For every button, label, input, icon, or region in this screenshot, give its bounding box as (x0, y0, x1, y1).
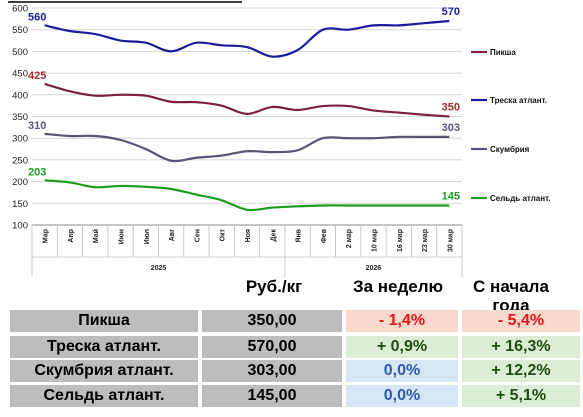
series-line (44, 179, 450, 212)
y-tick-label: 250 (12, 155, 28, 166)
x-tick-label: Дек (270, 229, 277, 242)
y-tick-label: 150 (12, 199, 28, 210)
x-tick-label: Авг (169, 229, 176, 241)
legend-label: Скумбрия (490, 145, 530, 154)
x-tick-label: Апр (68, 229, 75, 243)
series-end-label: 145 (442, 190, 460, 202)
ytd-change-cell: - 5,4% (462, 310, 580, 332)
series-end-label: 570 (442, 6, 460, 18)
header-price: Руб./кг (245, 277, 303, 296)
ytd-change-cell: + 16,3% (462, 336, 580, 358)
price-cell: 570,00 (202, 336, 342, 358)
week-change-cell: 0,0% (346, 360, 458, 382)
x-group-label: 2025 (151, 265, 167, 272)
series-start-label: 310 (28, 120, 46, 132)
price-line-chart: 100 150 200 250 300 350 400 450 500 550 600 Мар Апр… (8, 1, 551, 277)
x-axis: Мар Апр Май Июн Июл Авг Сен Окт Ноя Дек Янв Фев 2 ма… (31, 224, 463, 277)
legend-label: Треска атлант. (490, 96, 547, 105)
y-tick-label: 100 (12, 221, 28, 232)
y-tick-label: 200 (12, 177, 28, 188)
x-tick-label: 30 мар (447, 229, 454, 252)
x-tick-label: Июл (144, 229, 151, 244)
series-start-label: 560 (28, 11, 46, 23)
ytd-change-cell: + 5,1% (462, 385, 580, 407)
header-week: За неделю (352, 277, 444, 296)
x-tick-label: 10 мар (371, 229, 378, 252)
price-cell: 145,00 (202, 385, 342, 407)
series-lines (44, 19, 450, 212)
legend: Пикша Треска атлант. Скумбрия Сельдь атлант… (471, 48, 551, 203)
x-tick-label: 23 мар (422, 229, 429, 252)
week-change-cell: - 1,4% (346, 310, 458, 332)
x-group-label: 2026 (366, 265, 382, 272)
series-line (44, 82, 450, 118)
x-tick-label: Фев (321, 228, 328, 243)
y-tick-label: 350 (12, 112, 28, 123)
y-axis-ticks: 100 150 200 250 300 350 400 450 500 550 600 (12, 4, 28, 232)
table-row: Сельдь атлант. 145,00 0,0% + 5,1% (10, 385, 580, 407)
price-cell: 303,00 (202, 360, 342, 382)
x-tick-label: Ноя (245, 229, 252, 242)
fish-name-cell: Треска атлант. (10, 336, 198, 358)
y-tick-label: 600 (12, 4, 28, 15)
week-change-cell: + 0,9% (346, 336, 458, 358)
y-tick-label: 500 (12, 47, 28, 58)
series-line (44, 19, 450, 58)
fish-name-cell: Пикша (10, 310, 198, 332)
y-tick-label: 400 (12, 90, 28, 101)
series-end-label: 350 (442, 102, 460, 114)
y-tick-label: 450 (12, 69, 28, 80)
x-tick-label: 2 мар (346, 229, 353, 248)
y-tick-label: 550 (12, 25, 28, 36)
ytd-change-cell: + 12,2% (462, 360, 580, 382)
gridlines (32, 7, 462, 226)
x-tick-label: Май (92, 229, 100, 243)
table-row: Скумбрия атлант. 303,00 0,0% + 12,2% (10, 360, 580, 382)
series-line (44, 132, 450, 163)
table-row: Пикша 350,00- 1,4% - 5,4% (10, 310, 580, 332)
x-tick-label: Янв (296, 228, 303, 242)
table-row: Треска атлант. 570,00 + 0,9% + 16,3% (10, 336, 580, 358)
price-cell: 350,00 (202, 310, 342, 332)
x-tick-label: Июн (119, 229, 126, 244)
legend-label: Пикша (490, 48, 516, 57)
legend-label: Сельдь атлант. (490, 194, 551, 203)
x-tick-label: Мар (43, 229, 50, 243)
week-change-cell: 0,0% (346, 385, 458, 407)
series-start-label: 425 (28, 70, 46, 82)
x-tick-label: 16 мар (397, 229, 404, 252)
fish-name-cell: Скумбрия атлант. (10, 360, 198, 382)
y-tick-label: 300 (12, 134, 28, 145)
series-start-label: 203 (28, 166, 46, 178)
series-value-labels: 425 350 560 570 310 303 203 145 (28, 6, 460, 202)
x-tick-label: Сен (194, 229, 201, 242)
fish-name-cell: Сельдь атлант. (10, 385, 198, 407)
x-tick-label: Окт (220, 228, 227, 241)
series-end-label: 303 (442, 122, 460, 134)
